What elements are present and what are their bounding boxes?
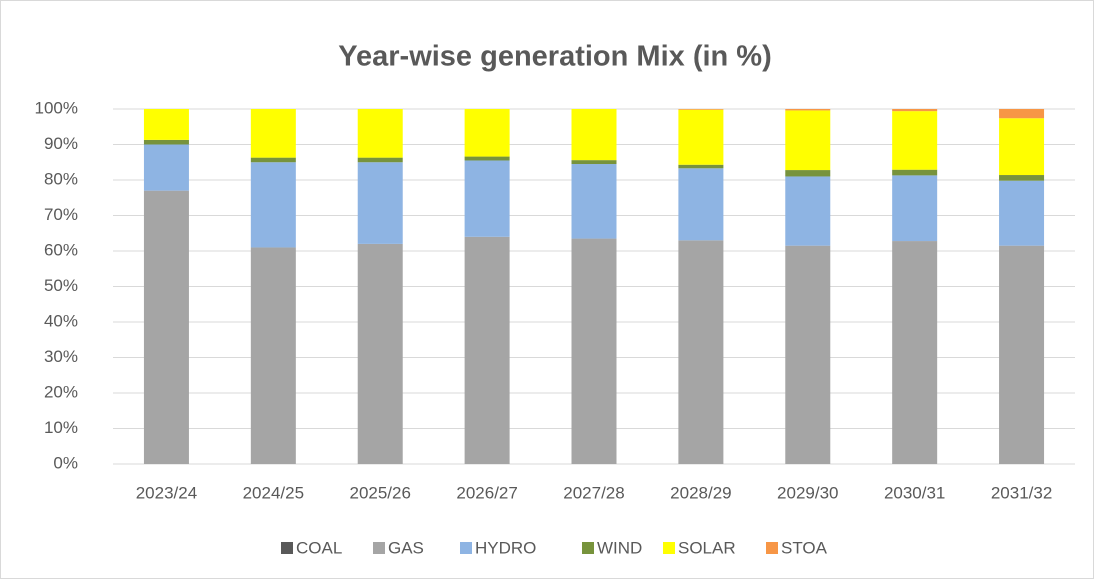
legend-swatch bbox=[582, 542, 594, 554]
y-tick-label: 90% bbox=[44, 134, 78, 153]
legend-label: STOA bbox=[781, 538, 828, 557]
bar-segment bbox=[678, 164, 724, 169]
bar-segment bbox=[892, 241, 938, 464]
bar-segment bbox=[357, 109, 403, 158]
bar-segment bbox=[892, 175, 938, 242]
bar-segment bbox=[464, 156, 510, 161]
y-tick-label: 70% bbox=[44, 205, 78, 224]
y-tick-label: 50% bbox=[44, 276, 78, 295]
bar-segment bbox=[250, 109, 296, 158]
legend-label: COAL bbox=[296, 538, 342, 557]
x-tick-label: 2025/26 bbox=[349, 483, 410, 502]
bar-segment bbox=[571, 160, 617, 165]
legend-label: SOLAR bbox=[678, 538, 736, 557]
y-tick-label: 10% bbox=[44, 418, 78, 437]
bar-segment bbox=[143, 144, 189, 191]
bar-segment bbox=[464, 109, 510, 157]
bar-segment bbox=[999, 245, 1045, 464]
y-tick-label: 30% bbox=[44, 347, 78, 366]
y-tick-label: 100% bbox=[35, 98, 78, 117]
legend-label: GAS bbox=[388, 538, 424, 557]
bar-segment bbox=[357, 157, 403, 163]
chart-title: Year-wise generation Mix (in %) bbox=[338, 41, 772, 73]
bar-segment bbox=[464, 160, 510, 237]
bar-segment bbox=[999, 180, 1045, 246]
y-tick-label: 60% bbox=[44, 240, 78, 259]
x-tick-label: 2028/29 bbox=[670, 483, 731, 502]
bar-segment bbox=[143, 109, 189, 140]
bar-segment bbox=[357, 243, 403, 464]
bar-segment bbox=[464, 236, 510, 464]
y-tick-label: 0% bbox=[53, 453, 78, 472]
legend-swatch bbox=[766, 542, 778, 554]
y-tick-label: 20% bbox=[44, 382, 78, 401]
bar-segment bbox=[892, 111, 938, 170]
bar-segment bbox=[250, 162, 296, 248]
bar-segment bbox=[143, 190, 189, 464]
x-tick-label: 2031/32 bbox=[991, 483, 1052, 502]
legend-swatch bbox=[281, 542, 293, 554]
bar-segment bbox=[678, 109, 724, 110]
bar-segment bbox=[678, 240, 724, 464]
bar-segment bbox=[892, 109, 938, 112]
x-tick-label: 2023/24 bbox=[136, 483, 197, 502]
bar-segment bbox=[250, 157, 296, 163]
legend-label: WIND bbox=[597, 538, 642, 557]
bar-segment bbox=[892, 169, 938, 176]
bar-segment bbox=[785, 109, 831, 111]
y-tick-label: 40% bbox=[44, 311, 78, 330]
bar-segment bbox=[357, 162, 403, 244]
bar-segment bbox=[143, 139, 189, 145]
x-tick-label: 2024/25 bbox=[243, 483, 304, 502]
bar-segment bbox=[250, 247, 296, 464]
bar-segment bbox=[785, 245, 831, 464]
bar-segment bbox=[571, 109, 617, 161]
bar-segment bbox=[785, 176, 831, 246]
legend-swatch bbox=[373, 542, 385, 554]
x-tick-label: 2030/31 bbox=[884, 483, 945, 502]
bar-segment bbox=[678, 168, 724, 241]
bar-segment bbox=[678, 109, 724, 165]
bar-segment bbox=[785, 170, 831, 177]
x-tick-label: 2027/28 bbox=[563, 483, 624, 502]
bar-segment bbox=[999, 109, 1045, 119]
bar-segment bbox=[571, 164, 617, 239]
legend-swatch bbox=[663, 542, 675, 554]
x-tick-label: 2026/27 bbox=[456, 483, 517, 502]
legend-label: HYDRO bbox=[475, 538, 536, 557]
x-tick-label: 2029/30 bbox=[777, 483, 838, 502]
bar-segment bbox=[999, 118, 1045, 176]
bar-segment bbox=[785, 110, 831, 171]
y-tick-label: 80% bbox=[44, 169, 78, 188]
bar-segment bbox=[999, 175, 1045, 181]
bar-segment bbox=[571, 238, 617, 464]
legend-swatch bbox=[460, 542, 472, 554]
